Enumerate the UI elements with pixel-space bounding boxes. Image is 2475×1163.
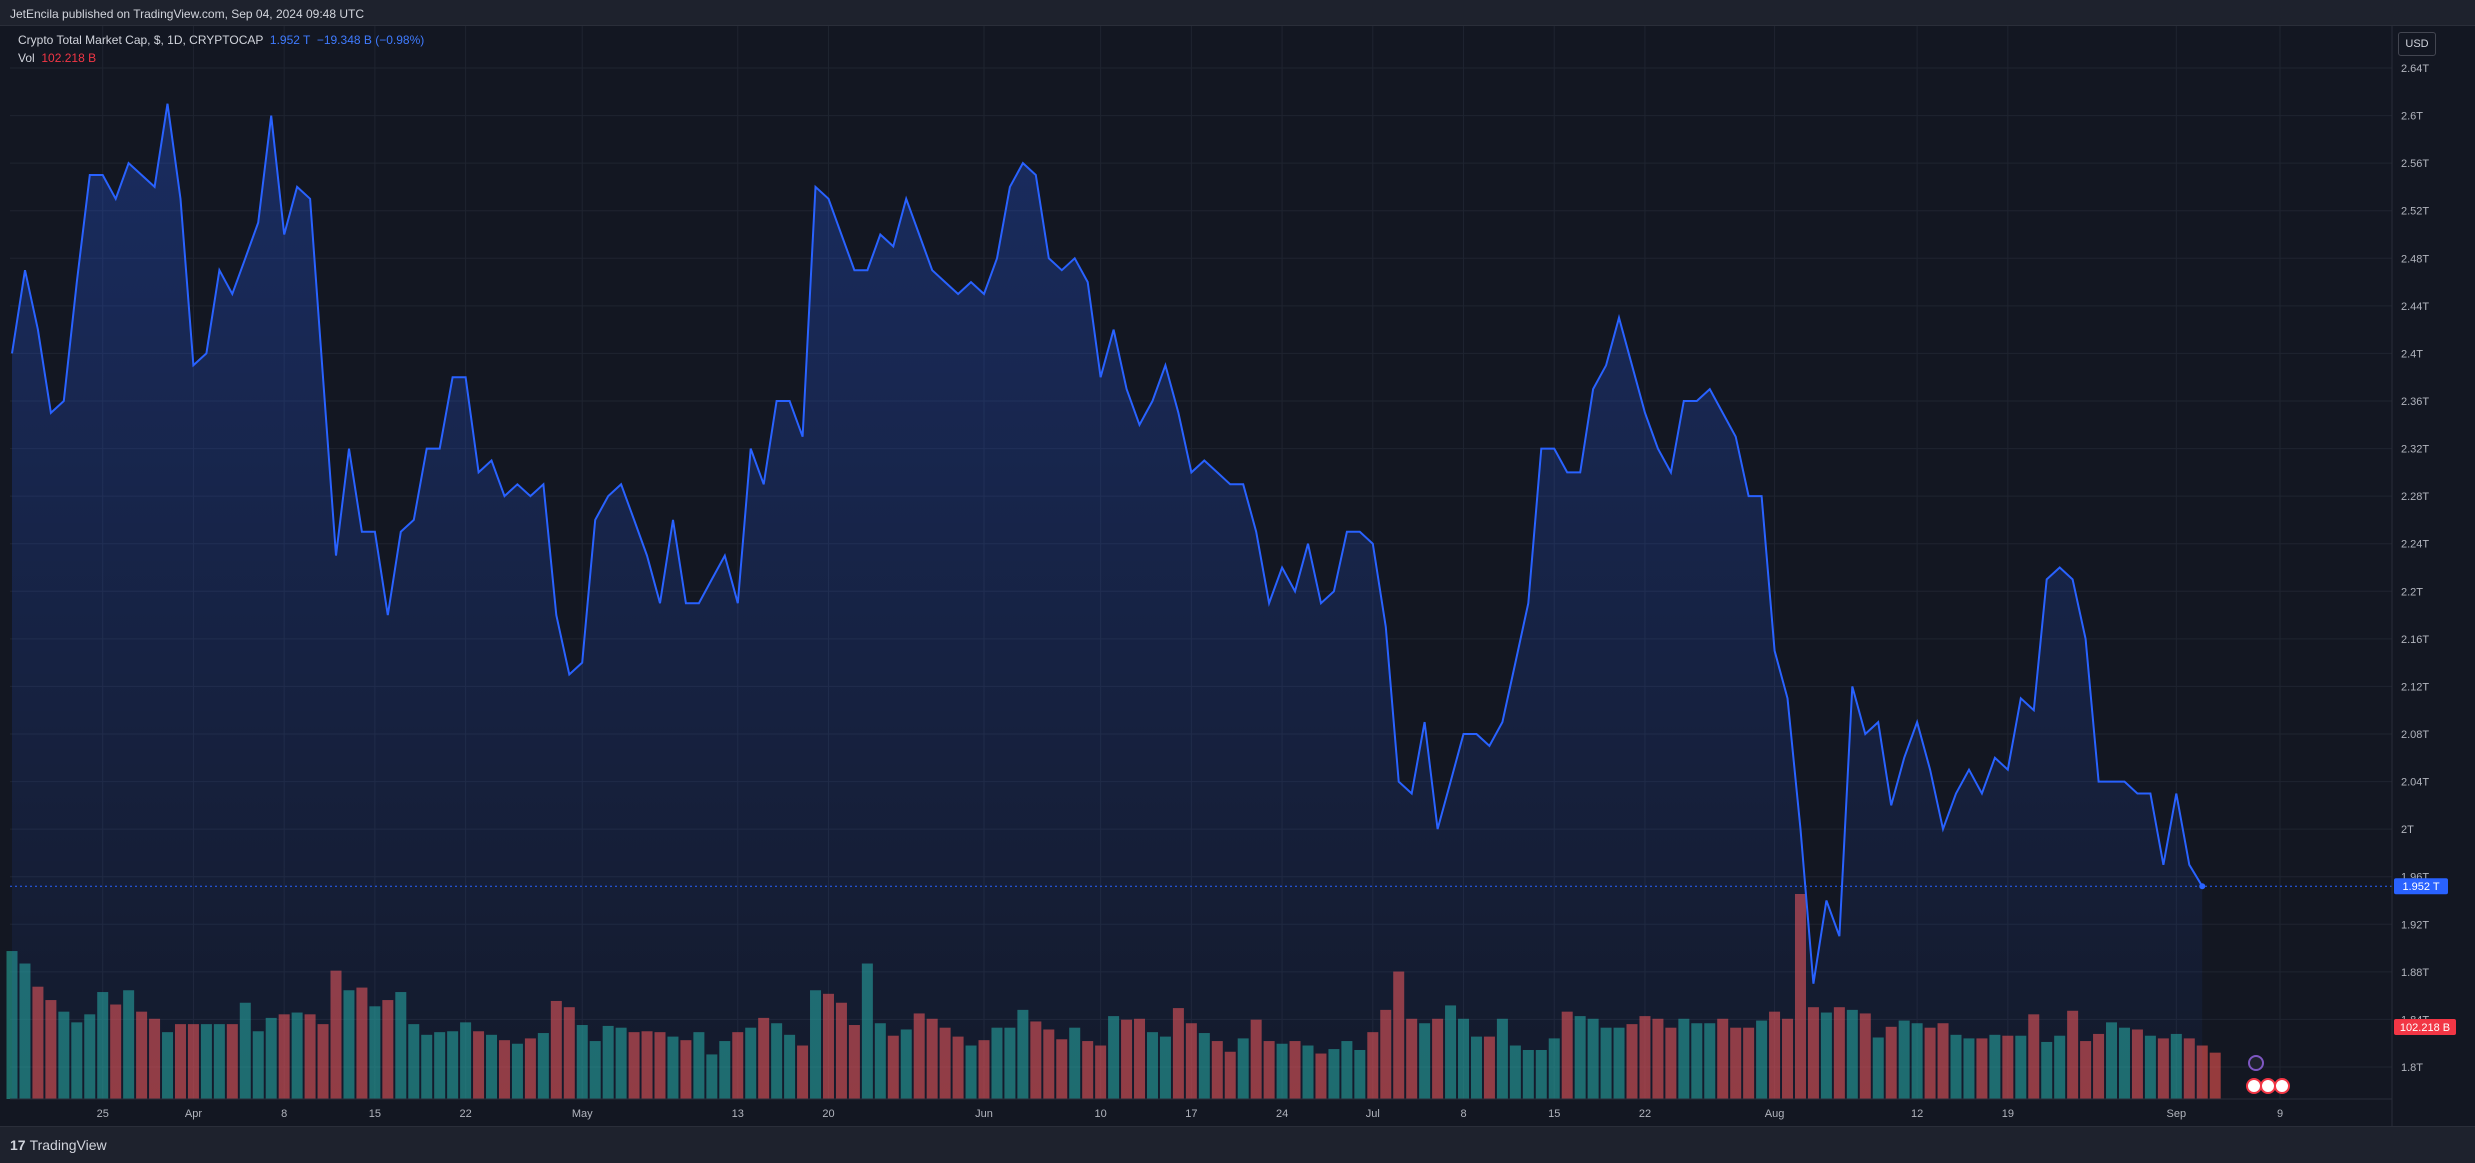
volume-label: Vol	[18, 51, 35, 65]
time-tick-label: 17	[1185, 1108, 1197, 1120]
symbol-title: Crypto Total Market Cap, $, 1D, CRYPTOCA…	[18, 33, 264, 47]
time-tick-label: 15	[369, 1108, 381, 1120]
price-tick-label: 2.08T	[2401, 729, 2429, 741]
price-tick-label: 2.6T	[2401, 111, 2423, 123]
volume-value: 102.218 B	[41, 51, 97, 65]
price-tick-label: 2.16T	[2401, 634, 2429, 646]
price-tick-label: 1.88T	[2401, 967, 2429, 979]
tradingview-mark: 17	[10, 1137, 26, 1153]
price-tick-label: 2.28T	[2401, 491, 2429, 503]
time-tick-label: 25	[97, 1108, 109, 1120]
publisher-bar: JetEncila published on TradingView.com, …	[0, 0, 2475, 26]
time-tick-label: 10	[1095, 1108, 1107, 1120]
price-tick-label: 2.32T	[2401, 444, 2429, 456]
time-tick-label: Sep	[2167, 1108, 2187, 1120]
price-tick-label: 2.48T	[2401, 253, 2429, 265]
time-tick-label: Jul	[1366, 1108, 1380, 1120]
market-cap-line	[11, 103, 2204, 984]
footer-bar: 17 TradingView	[0, 1126, 2475, 1163]
price-tick-label: 2.2T	[2401, 586, 2423, 598]
time-tick-label: 24	[1276, 1108, 1288, 1120]
event-marker-icon[interactable]	[2248, 1055, 2264, 1071]
price-tick-label: 2.36T	[2401, 396, 2429, 408]
change-value: −19.348 B (−0.98%)	[316, 33, 425, 47]
time-tick-label: May	[572, 1108, 593, 1120]
last-value: 1.952 T	[269, 33, 311, 47]
time-tick-label: Aug	[1765, 1108, 1785, 1120]
last-volume-tag: 102.218 B	[2400, 1022, 2450, 1034]
price-tick-label: 2.04T	[2401, 777, 2429, 789]
last-price-tag-bg	[2394, 878, 2448, 895]
price-axis[interactable]: 1.8T1.84T1.88T1.92T1.96T2T2.04T2.08T2.12…	[2401, 63, 2429, 1074]
price-tick-label: 1.92T	[2401, 919, 2429, 931]
axis-tags: 1.952 T 102.218 B	[2394, 878, 2456, 1035]
time-tick-label: 20	[822, 1108, 834, 1120]
price-tick-label: 2.12T	[2401, 681, 2429, 693]
time-tick-label: 22	[459, 1108, 471, 1120]
price-tick-label: 2.56T	[2401, 158, 2429, 170]
publisher-text: JetEncila published on TradingView.com, …	[10, 7, 364, 21]
tradingview-logo[interactable]: 17 TradingView	[10, 1137, 107, 1153]
time-tick-label: 19	[2002, 1108, 2014, 1120]
flag-us-icon[interactable]	[2260, 1078, 2276, 1094]
flag-us-icon[interactable]	[2246, 1078, 2262, 1094]
brand-name: TradingView	[29, 1137, 107, 1153]
last-price-tag: 1.952 T	[2402, 881, 2439, 893]
flag-us-icon[interactable]	[2274, 1078, 2290, 1094]
time-tick-label: Jun	[975, 1108, 993, 1120]
time-tick-label: 9	[2277, 1108, 2283, 1120]
market-cap-chart[interactable]: 1.8T1.84T1.88T1.92T1.96T2T2.04T2.08T2.12…	[0, 26, 2475, 1126]
price-tick-label: 2.24T	[2401, 539, 2429, 551]
time-tick-label: 15	[1548, 1108, 1560, 1120]
event-markers[interactable]	[2246, 1055, 2290, 1094]
time-tick-label: 13	[732, 1108, 744, 1120]
price-tick-label: 1.8T	[2401, 1062, 2423, 1074]
time-tick-label: 8	[1460, 1108, 1466, 1120]
price-tick-label: 2.52T	[2401, 206, 2429, 218]
time-tick-label: 8	[281, 1108, 287, 1120]
price-tick-label: 2T	[2401, 824, 2414, 836]
volume-bar	[2209, 1052, 2221, 1099]
time-tick-label: Apr	[185, 1108, 202, 1120]
legend-volume: Vol 102.218 B	[18, 51, 96, 65]
last-price-dot	[2199, 883, 2206, 890]
price-tick-label: 2.64T	[2401, 63, 2429, 75]
time-tick-label: 22	[1639, 1108, 1651, 1120]
time-axis[interactable]: 25 Apr 8 15 22 May 13 20 Jun 10 17 24 Jul 8 15 22 Aug 12 1…	[97, 1108, 2283, 1120]
volume-bar	[2196, 1045, 2208, 1099]
currency-button[interactable]: USD	[2398, 32, 2436, 56]
price-tick-label: 2.44T	[2401, 301, 2429, 313]
time-tick-label: 12	[1911, 1108, 1923, 1120]
last-volume-tag-bg	[2394, 1019, 2456, 1035]
market-cap-area	[12, 103, 2203, 1099]
legend-main: Crypto Total Market Cap, $, 1D, CRYPTOCA…	[18, 33, 424, 47]
price-tick-label: 2.4T	[2401, 348, 2423, 360]
